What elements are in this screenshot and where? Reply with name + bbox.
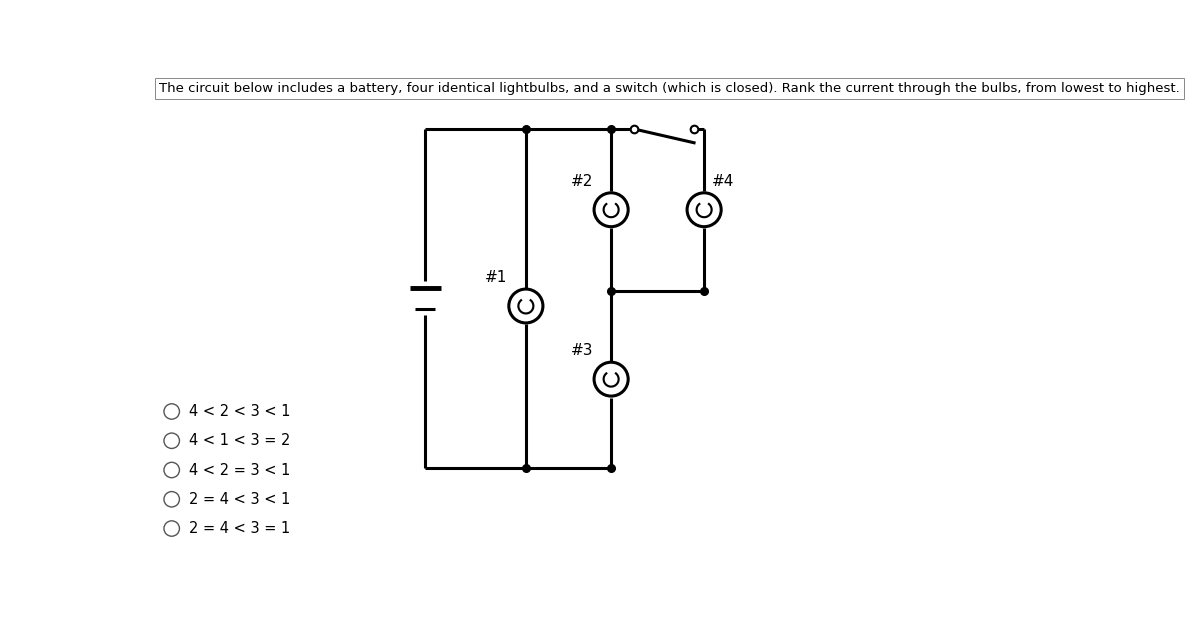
Text: #3: #3 <box>570 343 593 358</box>
Text: 4 < 1 < 3 = 2: 4 < 1 < 3 = 2 <box>188 433 290 448</box>
Text: 2 = 4 < 3 = 1: 2 = 4 < 3 = 1 <box>188 521 290 536</box>
Text: 2 = 4 < 3 < 1: 2 = 4 < 3 < 1 <box>188 492 290 507</box>
Text: 4 < 2 < 3 < 1: 4 < 2 < 3 < 1 <box>188 404 290 419</box>
Text: #4: #4 <box>712 174 734 189</box>
Text: #1: #1 <box>485 270 508 285</box>
Text: #2: #2 <box>570 174 593 189</box>
Text: 4 < 2 = 3 < 1: 4 < 2 = 3 < 1 <box>188 462 290 478</box>
Text: The circuit below includes a battery, four identical lightbulbs, and a switch (w: The circuit below includes a battery, fo… <box>160 82 1180 95</box>
